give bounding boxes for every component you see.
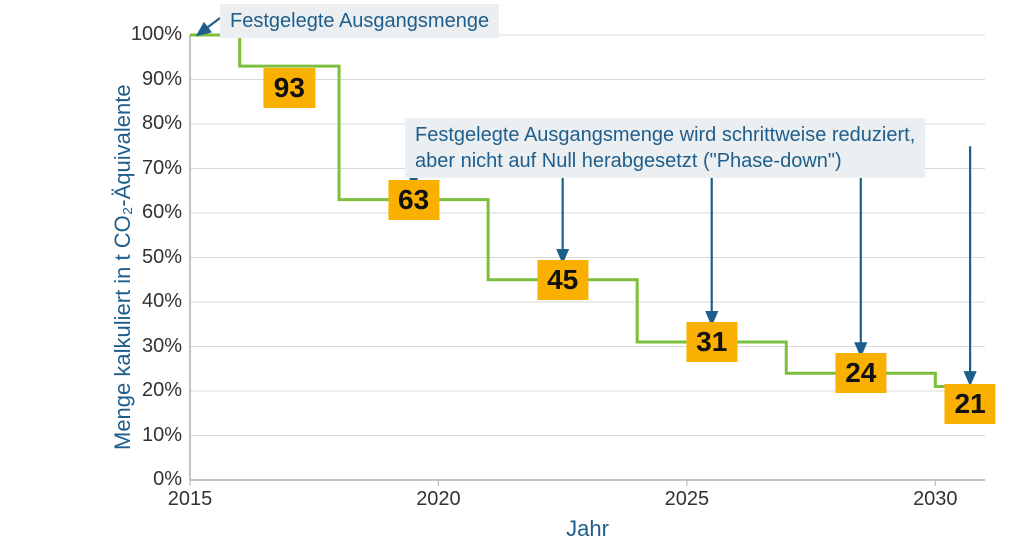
y-tick-label: 80%: [142, 112, 182, 135]
y-tick-label: 30%: [142, 335, 182, 358]
y-tick-label: 100%: [131, 23, 182, 46]
x-tick-label: 2025: [665, 488, 710, 511]
y-tick-label: 20%: [142, 379, 182, 402]
y-tick-label: 90%: [142, 68, 182, 91]
y-axis-label: Menge kalkuliert in t CO₂-Äquivalente: [110, 84, 136, 450]
annotation-line: aber nicht auf Null herabgesetzt ("Phase…: [415, 150, 842, 172]
y-tick-label: 10%: [142, 424, 182, 447]
y-tick-label: 40%: [142, 290, 182, 313]
value-label: 45: [537, 260, 588, 300]
phase-down-chart: 0%10%20%30%40%50%60%70%80%90%100%2015202…: [0, 0, 1024, 547]
y-tick-label: 70%: [142, 157, 182, 180]
value-label: 21: [945, 384, 996, 424]
value-label: 63: [388, 180, 439, 220]
x-tick-label: 2030: [913, 488, 958, 511]
value-label: 31: [686, 322, 737, 362]
x-tick-label: 2015: [168, 488, 213, 511]
annotation-phasedown: Festgelegte Ausgangsmenge wird schrittwe…: [405, 118, 925, 178]
annotation-baseline: Festgelegte Ausgangsmenge: [220, 4, 499, 38]
annotation-line: Festgelegte Ausgangsmenge: [230, 10, 489, 32]
x-tick-label: 2020: [416, 488, 461, 511]
x-axis-label: Jahr: [566, 516, 609, 542]
annotation-line: Festgelegte Ausgangsmenge wird schrittwe…: [415, 124, 915, 146]
y-tick-label: 60%: [142, 201, 182, 224]
value-label: 93: [264, 68, 315, 108]
value-label: 24: [835, 353, 886, 393]
y-tick-label: 50%: [142, 246, 182, 269]
